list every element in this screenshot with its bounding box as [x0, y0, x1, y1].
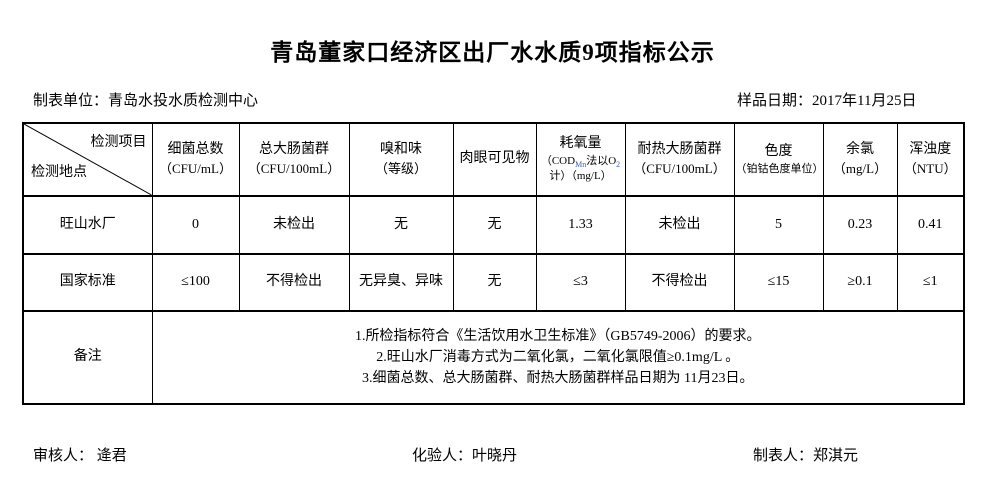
cell: 无: [452, 253, 537, 312]
column-header-odor-taste: 嗅和味 （等级）: [348, 122, 454, 197]
column-header-residual-chlorine: 余氯 （mg/L）: [822, 122, 898, 197]
corner-label-location: 检测地点: [31, 165, 87, 181]
cell: ≤100: [151, 253, 240, 312]
remark-line-3: 3.细菌总数、总大肠菌群、耐热大肠菌群样品日期为 11月23日。: [362, 371, 754, 386]
table-row-wangshan: 旺山水厂 0 未检出 无 无 1.33 未检出 5 0.23 0.41: [22, 195, 965, 255]
cell: ≤1: [896, 253, 965, 312]
cell: 不得检出: [238, 253, 350, 312]
remark-line-2: 2.旺山水厂消毒方式为二氧化氯，二氧化氯限值≥0.1mg/L 。: [376, 350, 740, 365]
column-header-thermotolerant-coliform: 耐热大肠菌群 （CFU/100mL）: [624, 122, 735, 197]
column-header-chromaticity: 色度 （铂钴色度单位）: [733, 122, 824, 197]
row-label: 国家标准: [22, 253, 153, 312]
corner-cell: 检测项目 检测地点: [22, 122, 153, 197]
cell: ≤3: [535, 253, 626, 312]
cell: 未检出: [624, 195, 735, 255]
sample-date-label: 样品日期：2017年11月25日: [737, 93, 917, 109]
tester-label: 化验人：叶晓丹: [412, 448, 518, 464]
cell: 无异臭、异味: [348, 253, 454, 312]
cell: 0: [151, 195, 240, 255]
corner-label-items: 检测项目: [90, 135, 147, 150]
cell: 5: [733, 195, 824, 255]
column-header-turbidity: 浑浊度 （NTU）: [896, 122, 965, 197]
cell: 1.33: [535, 195, 626, 255]
cell: 无: [452, 195, 537, 255]
cell: ≥0.1: [822, 253, 898, 312]
cell: 0.23: [822, 195, 898, 255]
remark-content: 1.所检指标符合《生活饮用水卫生标准》（GB5749-2006）的要求。 2.旺…: [151, 310, 965, 405]
diagonal-line-icon: [24, 124, 152, 195]
cell: ≤15: [733, 253, 824, 312]
remark-row: 备注 1.所检指标符合《生活饮用水卫生标准》（GB5749-2006）的要求。 …: [22, 310, 965, 405]
cell: 未检出: [238, 195, 350, 255]
cell: 0.41: [896, 195, 965, 255]
org-label: 制表单位：青岛水投水质检测中心: [33, 93, 259, 109]
row-label: 旺山水厂: [22, 195, 153, 255]
tabulator-label: 制表人：郑淇元: [753, 448, 859, 464]
reviewer-label: 审核人： 逄君: [33, 448, 127, 464]
column-header-total-coliform: 总大肠菌群 （CFU/100mL）: [238, 122, 350, 197]
remark-label: 备注: [22, 310, 153, 405]
column-header-bacteria-total: 细菌总数 （CFU/mL）: [151, 122, 240, 197]
header-row: 检测项目 检测地点 细菌总数 （CFU/mL） 总大肠菌群 （CFU/100mL…: [22, 122, 965, 197]
table-row-national-standard: 国家标准 ≤100 不得检出 无异臭、异味 无 ≤3 不得检出 ≤15 ≥0.1…: [22, 253, 965, 312]
cell: 不得检出: [624, 253, 735, 312]
column-header-visible-matter: 肉眼可见物: [452, 122, 537, 197]
water-quality-table: 检测项目 检测地点 细菌总数 （CFU/mL） 总大肠菌群 （CFU/100mL…: [22, 122, 965, 405]
cell: 无: [348, 195, 454, 255]
remark-line-1: 1.所检指标符合《生活饮用水卫生标准》（GB5749-2006）的要求。: [354, 329, 761, 344]
column-header-oxygen-consumption: 耗氧量 （CODMn法以O2计）（mg/L）: [535, 122, 626, 197]
page-title: 青岛董家口经济区出厂水水质9项指标公示: [270, 40, 715, 65]
